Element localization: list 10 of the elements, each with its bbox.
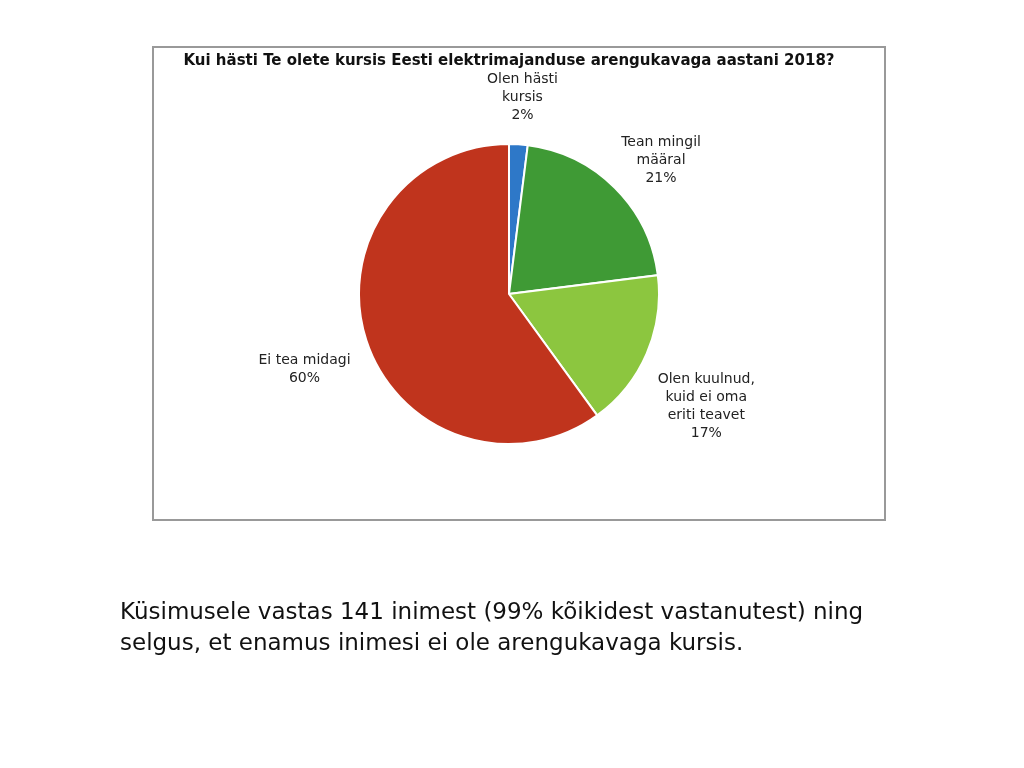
slice-label: Tean mingil määral <box>620 132 701 167</box>
slice-label: Olen hästi kursis <box>487 70 558 105</box>
data-label: 60% <box>288 369 321 386</box>
data-label: 17% <box>690 424 722 441</box>
chart-title: Kui hästi Te olete kursis Eesti elektrimajanduse arengukavaga aastani 2018? <box>183 51 835 70</box>
slice-label: Olen kuulnud, kuid ei oma eriti teavet <box>657 370 755 423</box>
data-label: 2% <box>511 106 534 123</box>
data-label: 21% <box>645 168 677 185</box>
text: Küsimusele vastas 141 inimest (99% kõikidest vastanutest) ning selgus, et enamus inimesi ei ole arengukavaga kursis. <box>120 597 865 658</box>
slice-label: Ei tea midagi <box>258 351 351 368</box>
